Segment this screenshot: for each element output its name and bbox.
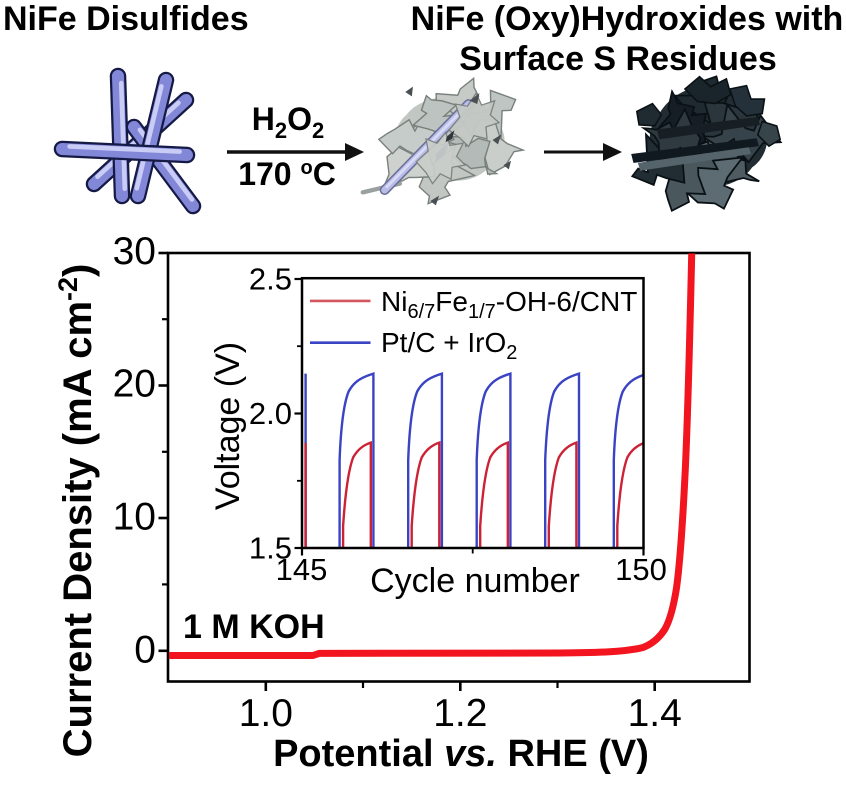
svg-text:H2O2: H2O2: [252, 101, 325, 143]
svg-text:Ni6/7Fe1/7-OH-6/CNT: Ni6/7Fe1/7-OH-6/CNT: [381, 286, 637, 323]
svg-text:1 M KOH: 1 M KOH: [183, 608, 325, 646]
svg-text:NiFe (Oxy)Hydroxides with: NiFe (Oxy)Hydroxides with: [411, 0, 844, 38]
svg-text:170 oC: 170 oC: [238, 156, 336, 192]
svg-text:20: 20: [113, 363, 156, 406]
svg-text:1.0: 1.0: [239, 692, 293, 735]
svg-text:Surface S Residues: Surface S Residues: [459, 40, 776, 78]
svg-text:2.5: 2.5: [249, 262, 292, 297]
svg-text:NiFe Disulfides: NiFe Disulfides: [3, 0, 249, 38]
svg-text:1.4: 1.4: [628, 692, 682, 735]
svg-text:2.0: 2.0: [249, 396, 292, 431]
svg-text:Pt/C + IrO2: Pt/C + IrO2: [381, 327, 517, 364]
svg-text:10: 10: [113, 496, 156, 539]
svg-text:Current Density (mA cm-2): Current Density (mA cm-2): [53, 264, 100, 758]
svg-text:1.5: 1.5: [249, 531, 292, 566]
svg-text:1.2: 1.2: [433, 692, 487, 735]
svg-text:Cycle number: Cycle number: [370, 562, 580, 600]
svg-text:145: 145: [276, 552, 328, 587]
svg-text:30: 30: [113, 230, 156, 273]
svg-text:Potential vs. RHE (V): Potential vs. RHE (V): [273, 733, 649, 775]
svg-text:150: 150: [615, 552, 667, 587]
svg-text:0: 0: [134, 629, 156, 672]
svg-text:Voltage (V): Voltage (V): [209, 342, 247, 510]
